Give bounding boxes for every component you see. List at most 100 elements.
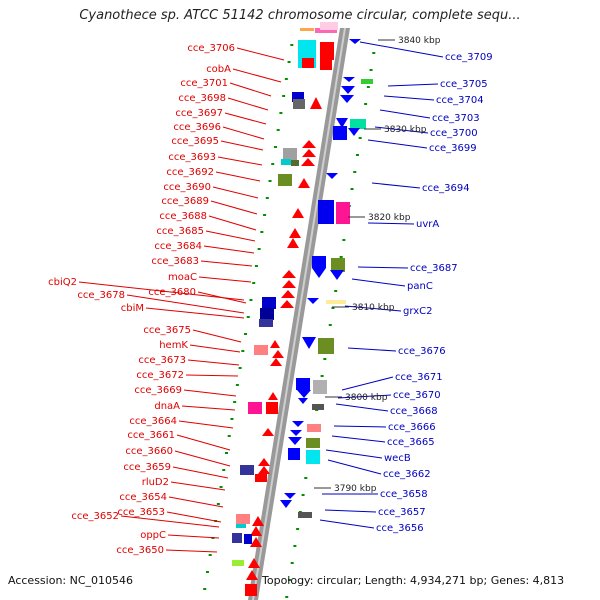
gene-label[interactable]: cbiM — [121, 303, 144, 314]
gene-feature — [361, 79, 373, 84]
gene-label[interactable]: cce_3675 — [143, 325, 191, 336]
gene-label[interactable]: cce_3656 — [376, 523, 424, 534]
gene-arrow-forward — [282, 270, 296, 278]
gene-label[interactable]: cce_3703 — [432, 113, 480, 124]
gene-label[interactable]: cce_3685 — [156, 226, 204, 237]
gene-label[interactable]: cce_3687 — [410, 263, 458, 274]
gene-label[interactable]: cbiQ2 — [48, 277, 77, 288]
gene-label[interactable]: cce_3657 — [378, 507, 426, 518]
gene-label[interactable]: uvrA — [416, 219, 439, 230]
gene-arrow-forward — [282, 280, 296, 288]
gene-label[interactable]: cce_3690 — [163, 182, 211, 193]
gene-label[interactable]: cce_3684 — [154, 241, 202, 252]
leader-line — [232, 68, 282, 83]
gene-label[interactable]: rluD2 — [142, 477, 169, 488]
leader-line — [333, 425, 387, 428]
gene-label[interactable]: cce_3709 — [445, 52, 493, 63]
gene-label[interactable]: cce_3680 — [148, 287, 196, 298]
leader-line — [172, 466, 229, 479]
gene-label[interactable]: cce_3673 — [138, 355, 186, 366]
gene-label[interactable]: cce_3652 — [71, 511, 119, 522]
gene-label[interactable]: wecB — [384, 453, 411, 464]
leader-line — [367, 139, 428, 149]
gene-label[interactable]: cobA — [206, 64, 231, 75]
gene-label[interactable]: hemK — [159, 340, 188, 351]
gene-label[interactable]: cce_3650 — [116, 545, 164, 556]
leader-line — [222, 126, 265, 140]
gene-label[interactable]: cce_3666 — [388, 422, 436, 433]
gene-label[interactable]: cce_3693 — [168, 152, 216, 163]
gene-label[interactable]: cce_3683 — [151, 256, 199, 267]
leader-line — [183, 389, 237, 397]
gene-label[interactable]: cce_3664 — [129, 416, 177, 427]
gene-label[interactable]: cce_3670 — [393, 390, 441, 401]
gene-arrow-forward — [262, 428, 274, 436]
gene-label[interactable]: cce_3689 — [161, 196, 209, 207]
gene-label[interactable]: cce_3671 — [395, 372, 443, 383]
gene-arrow-forward — [270, 340, 280, 348]
gene-label[interactable]: cce_3676 — [398, 346, 446, 357]
gene-feature — [291, 160, 299, 166]
gene-label[interactable]: cce_3694 — [422, 183, 470, 194]
gene-label[interactable]: cce_3669 — [134, 385, 182, 396]
gene-feature — [278, 174, 292, 186]
gene-feature — [236, 524, 246, 528]
gene-arrow-forward — [280, 300, 294, 308]
gene-label[interactable]: grxC2 — [403, 306, 432, 317]
gene-arrow-reverse — [330, 270, 344, 280]
gene-label[interactable]: cce_3701 — [180, 78, 228, 89]
gene-label[interactable]: cce_3678 — [77, 290, 125, 301]
leader-line — [165, 549, 218, 553]
gene-label[interactable]: cce_3698 — [178, 93, 226, 104]
gene-label[interactable]: dnaA — [154, 401, 180, 412]
gene-label[interactable]: moaC — [168, 272, 197, 283]
leader-line — [374, 126, 429, 134]
gene-label[interactable]: cce_3696 — [173, 122, 221, 133]
leader-line — [210, 200, 258, 215]
leader-line — [200, 260, 253, 267]
gene-label[interactable]: cce_3697 — [175, 108, 223, 119]
gene-arrow-forward — [301, 158, 315, 166]
gene-label[interactable]: cce_3704 — [436, 95, 484, 106]
gene-feature — [255, 474, 267, 482]
gene-feature — [288, 448, 300, 460]
gene-arrow-reverse — [284, 493, 296, 499]
leader-line — [176, 434, 231, 451]
gene-label[interactable]: cce_3705 — [440, 79, 488, 90]
leader-line — [185, 374, 239, 377]
gene-label[interactable]: oppC — [140, 530, 166, 541]
gene-arrow-forward — [298, 178, 310, 188]
leader-line — [198, 276, 252, 283]
gene-label[interactable]: cce_3659 — [123, 462, 171, 473]
leader-line — [383, 95, 435, 101]
gene-label[interactable]: cce_3668 — [390, 406, 438, 417]
gene-label[interactable]: panC — [407, 281, 433, 292]
gene-arrow-forward — [272, 350, 284, 358]
leader-line — [168, 496, 224, 508]
gene-label[interactable]: cce_3653 — [117, 507, 165, 518]
gene-label[interactable]: cce_3692 — [166, 167, 214, 178]
gene-label[interactable]: cce_3706 — [187, 43, 235, 54]
gene-arrow-reverse — [312, 268, 326, 278]
gene-label[interactable]: cce_3699 — [429, 143, 477, 154]
accession-text: Accession: NC_010546 — [8, 574, 134, 587]
gene-arrow-forward — [248, 558, 260, 568]
gene-label[interactable]: cce_3660 — [125, 446, 173, 457]
leader-line — [192, 329, 242, 343]
gene-feature — [318, 200, 334, 224]
leader-line — [167, 534, 220, 539]
gene-label[interactable]: cce_3695 — [171, 136, 219, 147]
gene-arrow-reverse — [292, 421, 304, 427]
gene-label[interactable]: cce_3662 — [383, 469, 431, 480]
leader-line — [174, 450, 231, 467]
gene-feature — [312, 404, 324, 410]
gene-arrow-reverse — [307, 298, 319, 304]
gene-label[interactable]: cce_3672 — [136, 370, 184, 381]
gene-label[interactable]: cce_3665 — [387, 437, 435, 448]
gene-label[interactable]: cce_3700 — [430, 128, 478, 139]
leader-line — [337, 394, 392, 399]
gene-label[interactable]: cce_3654 — [119, 492, 167, 503]
gene-label[interactable]: cce_3661 — [127, 430, 175, 441]
gene-label[interactable]: cce_3688 — [159, 211, 207, 222]
gene-label[interactable]: cce_3658 — [380, 489, 428, 500]
